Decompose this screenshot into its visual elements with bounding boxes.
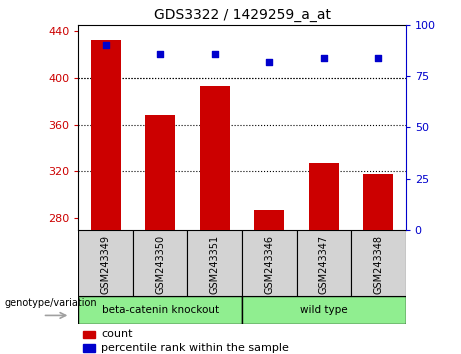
Bar — [351, 230, 406, 296]
Bar — [309, 163, 339, 230]
Bar — [363, 174, 393, 230]
Bar — [83, 344, 95, 352]
Text: GSM243349: GSM243349 — [100, 235, 111, 294]
Bar — [78, 230, 133, 296]
Bar — [200, 86, 230, 230]
Point — [102, 42, 109, 48]
Bar — [242, 296, 406, 324]
Bar — [254, 210, 284, 230]
Bar — [83, 331, 95, 338]
Text: GSM243350: GSM243350 — [155, 235, 165, 295]
Text: genotype/variation: genotype/variation — [5, 298, 97, 308]
Point — [375, 55, 382, 61]
Bar — [188, 230, 242, 296]
Bar — [242, 230, 296, 296]
Text: beta-catenin knockout: beta-catenin knockout — [101, 305, 219, 315]
Bar — [145, 115, 175, 230]
Text: count: count — [101, 330, 133, 339]
Title: GDS3322 / 1429259_a_at: GDS3322 / 1429259_a_at — [154, 8, 331, 22]
Text: GSM243348: GSM243348 — [373, 235, 384, 294]
Point — [211, 51, 219, 56]
Bar — [91, 40, 121, 230]
Point — [266, 59, 273, 64]
Text: percentile rank within the sample: percentile rank within the sample — [101, 343, 290, 353]
Text: GSM243346: GSM243346 — [264, 235, 274, 294]
Text: GSM243351: GSM243351 — [210, 235, 220, 295]
Bar — [296, 230, 351, 296]
Point — [157, 51, 164, 56]
Text: GSM243347: GSM243347 — [319, 235, 329, 295]
Bar — [133, 230, 188, 296]
Point — [320, 55, 327, 61]
Bar — [78, 296, 242, 324]
Text: wild type: wild type — [300, 305, 348, 315]
